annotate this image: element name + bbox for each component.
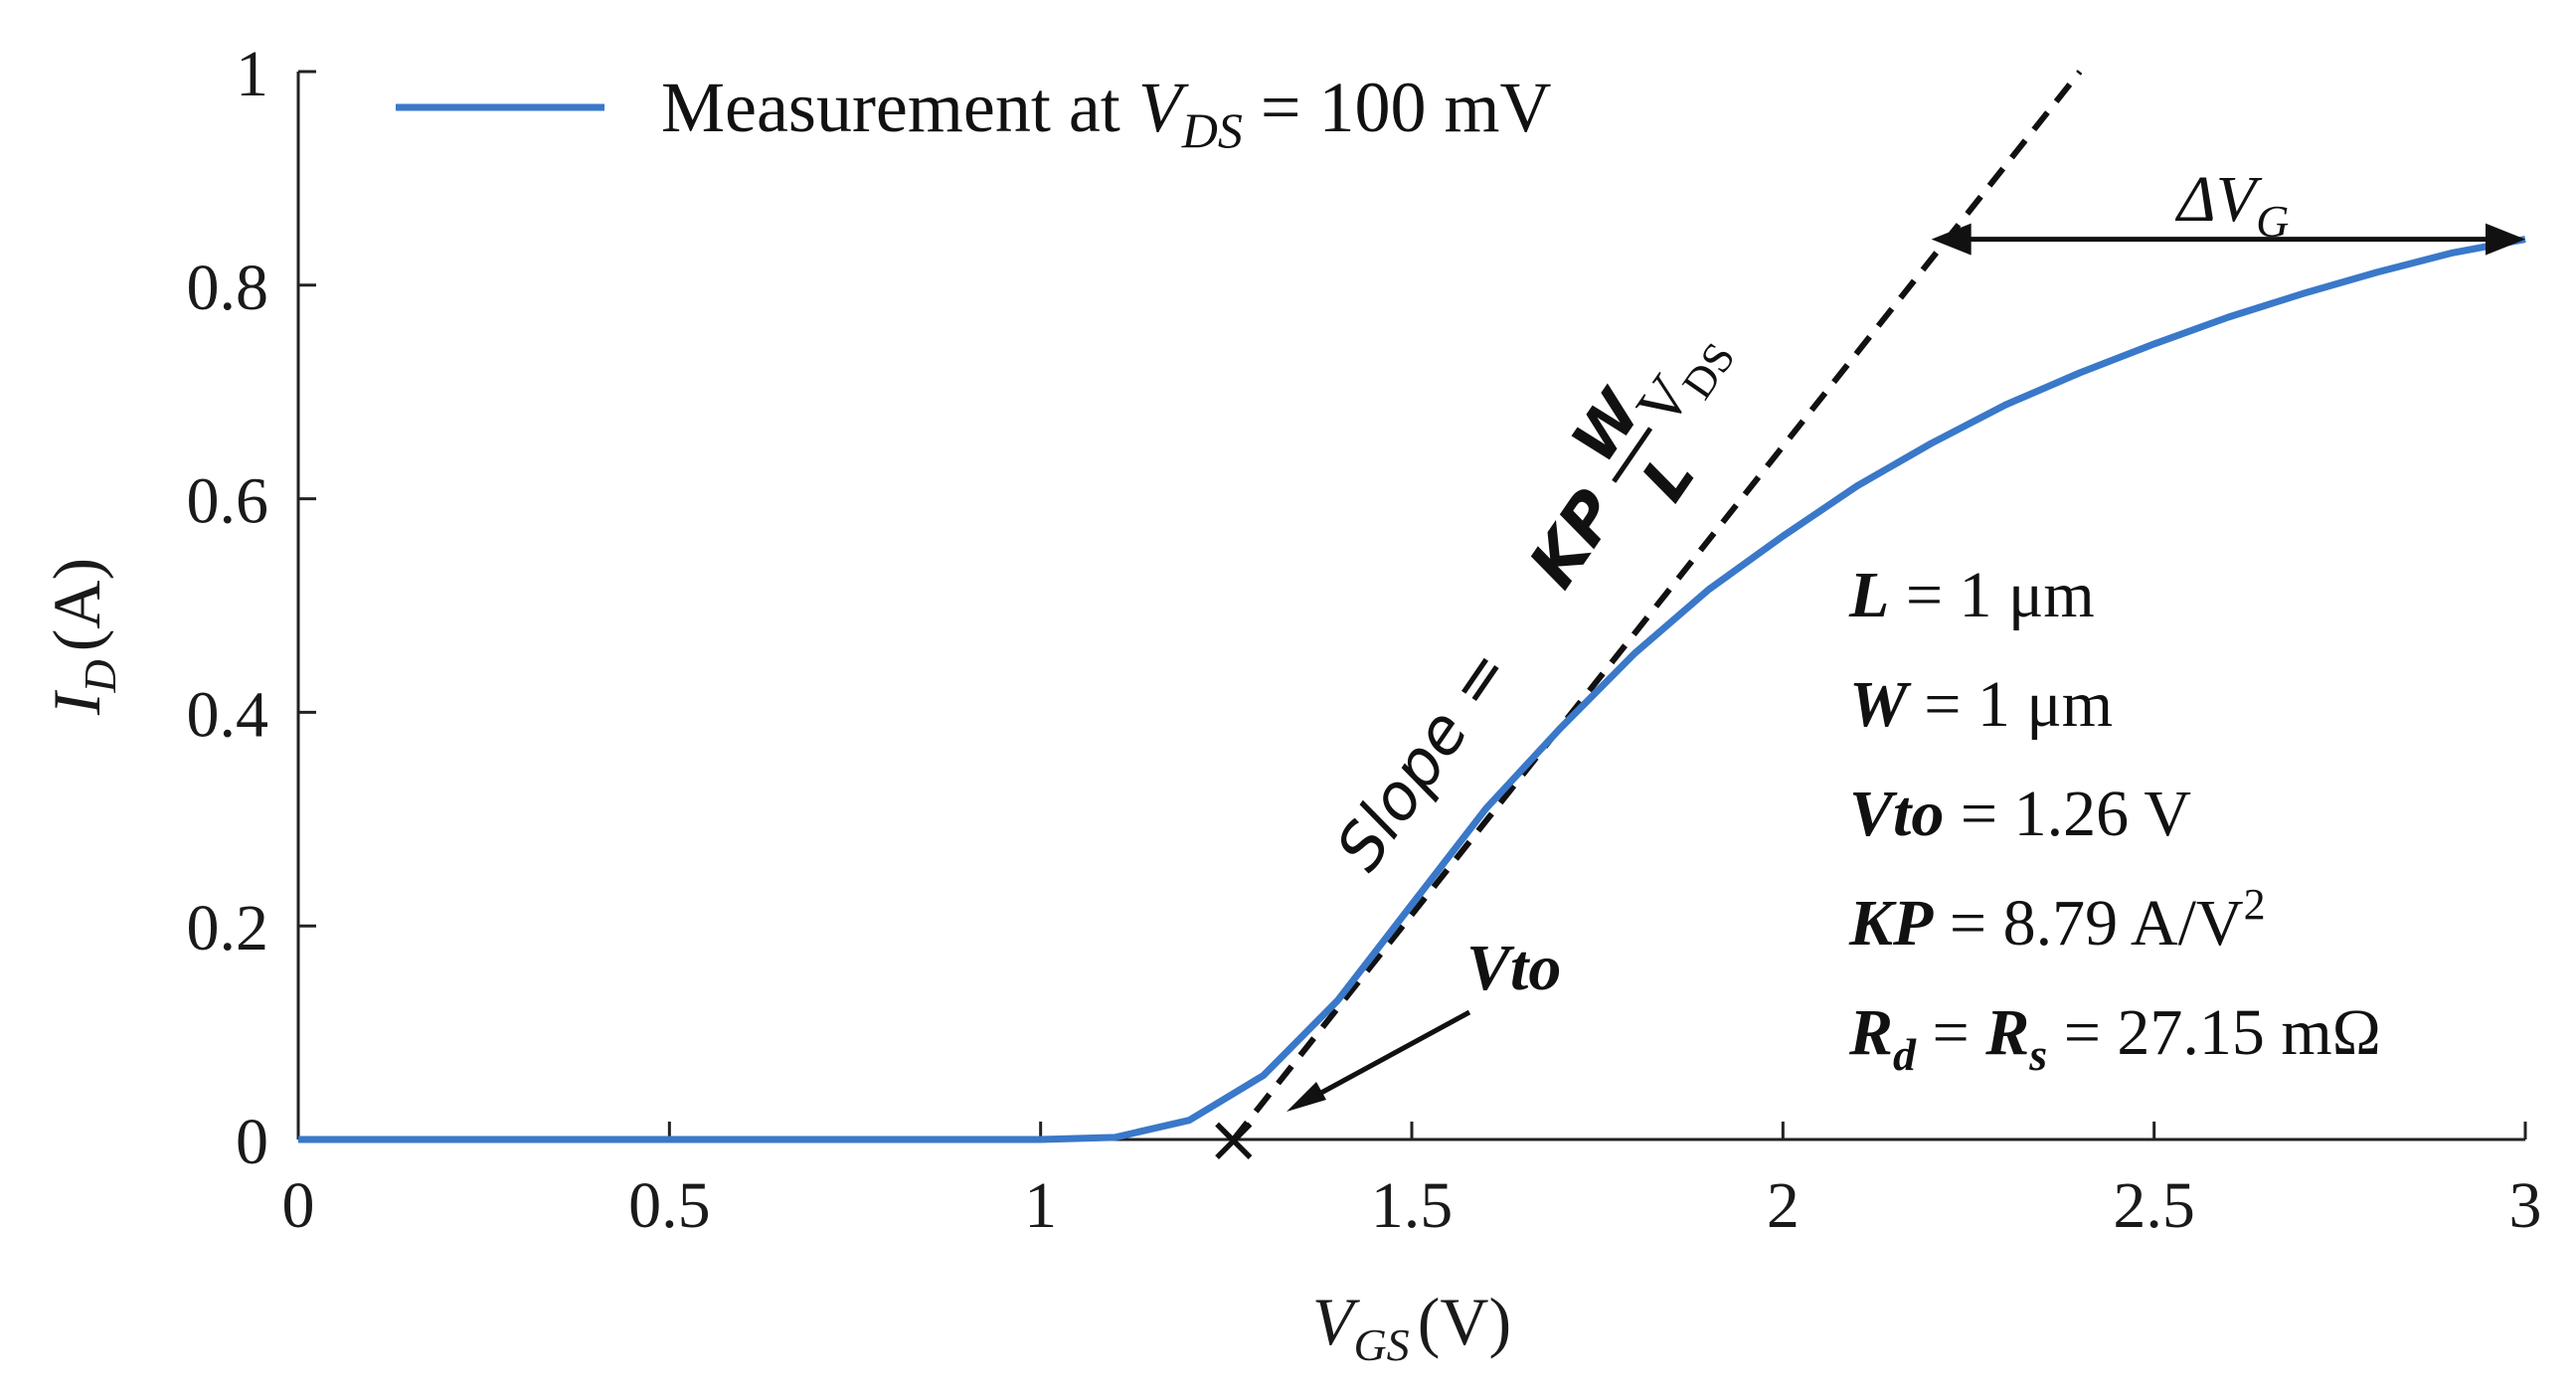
vto-annotation: Vto — [1287, 932, 1561, 1112]
param-r-mid: = — [1916, 996, 1985, 1069]
delta-vg-arrow-head-right — [2486, 223, 2525, 256]
y-axis-label-sub: D — [75, 659, 125, 693]
param-vto-value: = 1.26 V — [1944, 778, 2191, 850]
y-tick-label: 0 — [236, 1106, 268, 1178]
vto-label: Vto — [1466, 932, 1561, 1004]
y-axis-label-unit: (A) — [39, 558, 114, 651]
param-w-name: W — [1849, 668, 1912, 741]
y-axis-label: ID (A) — [39, 558, 125, 716]
x-tick-label: 2.5 — [2113, 1169, 2195, 1242]
slope-kp: KP — [1514, 476, 1633, 602]
delta-vg-label: ΔVG — [2174, 163, 2289, 247]
x-tick-label: 0 — [282, 1169, 315, 1242]
series-measurement-line — [298, 236, 2526, 1143]
y-ticks: 0 0.2 0.4 0.6 0.8 1 — [187, 38, 316, 1178]
param-rd-sub: d — [1893, 1029, 1917, 1080]
delta-vg-arrow-head-left — [1931, 223, 1972, 256]
y-tick-label: 1 — [236, 38, 268, 110]
y-tick-label: 0.8 — [187, 252, 269, 324]
legend-label: Measurement at VDS = 100 mV — [661, 68, 1552, 158]
slope-annotation: Slope = KP W L VDS — [1322, 334, 1745, 884]
params-block: L = 1 μm W = 1 μm Vto = 1.26 V KP = 8.79… — [1848, 559, 2381, 1080]
param-kp-name: KP — [1848, 887, 1934, 960]
param-kp-sup: 2 — [2244, 880, 2266, 929]
legend: Measurement at VDS = 100 mV — [396, 68, 1552, 158]
param-w: W = 1 μm — [1849, 668, 2113, 741]
x-tick-label: 1 — [1024, 1169, 1057, 1242]
tangent-line — [1231, 70, 2083, 1141]
legend-label-sub: DS — [1181, 102, 1243, 158]
vto-arrow-head — [1287, 1082, 1326, 1112]
x-tick-label: 3 — [2509, 1169, 2542, 1242]
param-l-name: L — [1848, 559, 1889, 631]
param-rd-name: R — [1848, 996, 1893, 1069]
delta-vg-annotation: ΔVG — [1931, 163, 2525, 256]
legend-label-prefix: Measurement at — [661, 68, 1138, 147]
y-axis-label-var: I — [39, 689, 114, 716]
x-axis-label-sub: GS — [1353, 1319, 1409, 1370]
x-tick-label: 2 — [1767, 1169, 1800, 1242]
axes: 0 0.5 1 1.5 2 2.5 3 0 0.2 0.4 0.6 0.8 1 — [187, 38, 2542, 1242]
slope-prefix: Slope = — [1322, 636, 1524, 884]
legend-label-var: V — [1138, 68, 1189, 147]
param-l-value: = 1 μm — [1889, 559, 2094, 631]
param-kp-value: = 8.79 A/V — [1933, 887, 2243, 960]
param-w-value: = 1 μm — [1908, 668, 2113, 741]
param-vto: Vto = 1.26 V — [1849, 778, 2191, 850]
param-vto-name: Vto — [1849, 778, 1944, 850]
y-tick-label: 0.2 — [187, 892, 269, 964]
delta-vg-prefix: ΔV — [2174, 163, 2263, 236]
x-axis-label: VGS (V) — [1312, 1284, 1511, 1370]
x-tick-label: 0.5 — [628, 1169, 711, 1242]
vto-marker: × — [1206, 1101, 1261, 1177]
vto-arrow-line — [1295, 1009, 1471, 1109]
param-kp: KP = 8.79 A/V2 — [1848, 880, 2266, 960]
slope-frac-bar — [1612, 427, 1653, 483]
x-axis-label-var: V — [1312, 1284, 1361, 1359]
x-tick-label: 1.5 — [1371, 1169, 1454, 1242]
legend-label-suffix: = 100 mV — [1243, 68, 1552, 147]
param-r: Rd = Rs = 27.15 mΩ — [1848, 996, 2381, 1080]
param-r-value: = 27.15 mΩ — [2047, 996, 2381, 1069]
param-l: L = 1 μm — [1848, 559, 2095, 631]
param-rs-sub: s — [2028, 1029, 2047, 1080]
y-tick-label: 0.4 — [187, 678, 269, 751]
slope-frac-den: L — [1628, 440, 1710, 514]
y-tick-label: 0.6 — [187, 465, 269, 538]
x-ticks: 0 0.5 1 1.5 2 2.5 3 — [282, 1122, 2542, 1242]
delta-vg-sub: G — [2256, 196, 2289, 247]
param-rs-name: R — [1984, 996, 2029, 1069]
x-axis-label-unit: (V) — [1418, 1284, 1511, 1359]
